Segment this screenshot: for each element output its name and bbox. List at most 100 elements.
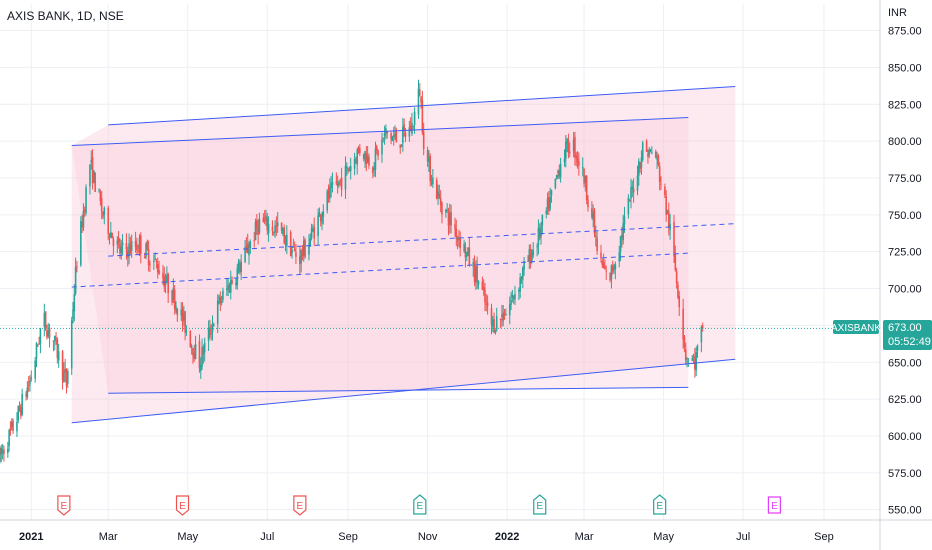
candle[interactable]	[400, 144, 403, 148]
candle[interactable]	[52, 340, 55, 352]
candle[interactable]	[35, 341, 38, 368]
candle[interactable]	[657, 153, 660, 167]
candle[interactable]	[512, 295, 515, 304]
candle[interactable]	[213, 322, 215, 327]
candle[interactable]	[282, 227, 284, 237]
candle[interactable]	[682, 298, 684, 349]
candle[interactable]	[93, 170, 95, 184]
candle[interactable]	[482, 279, 485, 296]
candle[interactable]	[541, 214, 544, 235]
candle[interactable]	[532, 242, 535, 259]
candle[interactable]	[490, 303, 493, 335]
candle[interactable]	[39, 327, 42, 354]
candle[interactable]	[503, 309, 506, 320]
candle[interactable]	[203, 337, 206, 362]
candle[interactable]	[636, 165, 639, 196]
candle[interactable]	[90, 150, 93, 170]
candle[interactable]	[318, 207, 321, 217]
candle[interactable]	[390, 131, 392, 145]
candle[interactable]	[91, 149, 94, 190]
candle[interactable]	[302, 235, 305, 262]
candle[interactable]	[355, 156, 357, 164]
candle[interactable]	[53, 335, 56, 351]
candle[interactable]	[164, 273, 167, 294]
candle[interactable]	[687, 358, 690, 367]
candle[interactable]	[147, 240, 150, 272]
candle[interactable]	[675, 267, 678, 289]
candle[interactable]	[572, 132, 575, 158]
candle[interactable]	[623, 206, 626, 233]
candle[interactable]	[121, 234, 124, 256]
channel-lower-midline[interactable]	[71, 252, 689, 288]
candle[interactable]	[673, 214, 675, 263]
candle[interactable]	[89, 163, 91, 195]
candle[interactable]	[190, 343, 193, 355]
candle[interactable]	[8, 428, 10, 452]
candle[interactable]	[120, 239, 123, 260]
candle[interactable]	[330, 175, 332, 198]
candle[interactable]	[56, 337, 59, 364]
candle[interactable]	[472, 258, 475, 277]
candle[interactable]	[529, 244, 532, 269]
candle[interactable]	[292, 238, 295, 248]
candle[interactable]	[696, 344, 699, 358]
candle[interactable]	[695, 346, 697, 377]
candle[interactable]	[651, 146, 653, 155]
candle[interactable]	[610, 264, 613, 289]
candle[interactable]	[29, 375, 31, 392]
earnings-marker[interactable]: E	[413, 494, 427, 515]
candle[interactable]	[16, 412, 18, 438]
candle[interactable]	[235, 277, 237, 290]
earnings-marker[interactable]: E	[57, 495, 71, 516]
candle[interactable]	[632, 178, 635, 203]
candle[interactable]	[555, 174, 558, 180]
candle[interactable]	[262, 213, 265, 223]
candle[interactable]	[475, 260, 477, 290]
candle[interactable]	[594, 225, 597, 247]
candle[interactable]	[181, 302, 184, 332]
candle[interactable]	[558, 164, 561, 180]
candle[interactable]	[666, 209, 669, 215]
candle[interactable]	[55, 331, 57, 345]
candle[interactable]	[426, 146, 429, 167]
candle[interactable]	[648, 146, 651, 159]
candle[interactable]	[283, 224, 286, 245]
candle[interactable]	[63, 362, 65, 383]
candle[interactable]	[421, 90, 424, 136]
candle[interactable]	[391, 135, 394, 142]
candle[interactable]	[583, 167, 585, 188]
candle[interactable]	[531, 249, 533, 264]
candle[interactable]	[654, 149, 657, 159]
candle[interactable]	[505, 308, 507, 316]
candle[interactable]	[108, 233, 111, 245]
candle[interactable]	[373, 162, 375, 177]
candle[interactable]	[253, 231, 256, 248]
candle[interactable]	[640, 150, 643, 175]
candle[interactable]	[467, 247, 469, 257]
candle[interactable]	[231, 276, 233, 285]
candle[interactable]	[347, 167, 349, 174]
candle[interactable]	[456, 235, 459, 250]
candle[interactable]	[508, 296, 511, 325]
candle[interactable]	[584, 175, 587, 192]
candle[interactable]	[493, 312, 495, 334]
candle[interactable]	[411, 112, 413, 136]
candle[interactable]	[219, 291, 222, 312]
candle[interactable]	[286, 225, 288, 255]
candle[interactable]	[149, 260, 151, 272]
candle[interactable]	[486, 295, 489, 315]
candle[interactable]	[12, 418, 14, 434]
candle[interactable]	[210, 324, 212, 341]
candle[interactable]	[199, 357, 202, 379]
candle[interactable]	[103, 206, 106, 225]
candle[interactable]	[428, 149, 430, 172]
candle[interactable]	[565, 135, 567, 168]
candle[interactable]	[216, 294, 219, 333]
candle[interactable]	[441, 201, 443, 224]
candle[interactable]	[98, 188, 100, 193]
candle[interactable]	[381, 132, 383, 163]
candle[interactable]	[201, 338, 203, 370]
candle[interactable]	[585, 175, 588, 205]
candle[interactable]	[383, 125, 386, 145]
